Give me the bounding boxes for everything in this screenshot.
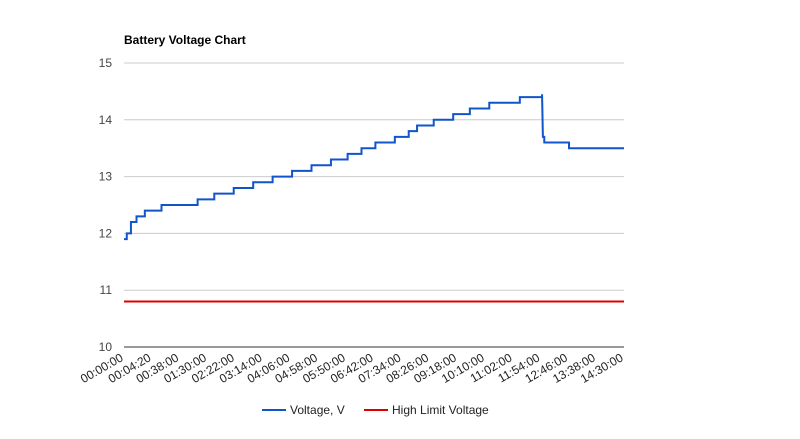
y-tick-label: 11 xyxy=(100,283,113,297)
series-line-0 xyxy=(124,94,624,241)
y-tick-label: 14 xyxy=(99,113,113,127)
y-axis-ticks: 10 11 12 13 14 15 xyxy=(99,56,113,354)
y-tick-label: 12 xyxy=(99,226,113,240)
series-lines xyxy=(124,94,624,303)
x-axis-ticks: 00:00:0000:04:2000:38:0001:30:0002:22:00… xyxy=(78,350,626,386)
chart-title: Battery Voltage Chart xyxy=(124,33,246,47)
legend: Voltage, V High Limit Voltage xyxy=(262,403,489,417)
y-tick-label: 10 xyxy=(99,340,113,354)
y-tick-label: 15 xyxy=(99,56,113,70)
y-tick-label: 13 xyxy=(99,170,113,184)
legend-label: High Limit Voltage xyxy=(392,403,489,417)
grid-lines xyxy=(124,62,624,348)
legend-label: Voltage, V xyxy=(290,403,345,417)
